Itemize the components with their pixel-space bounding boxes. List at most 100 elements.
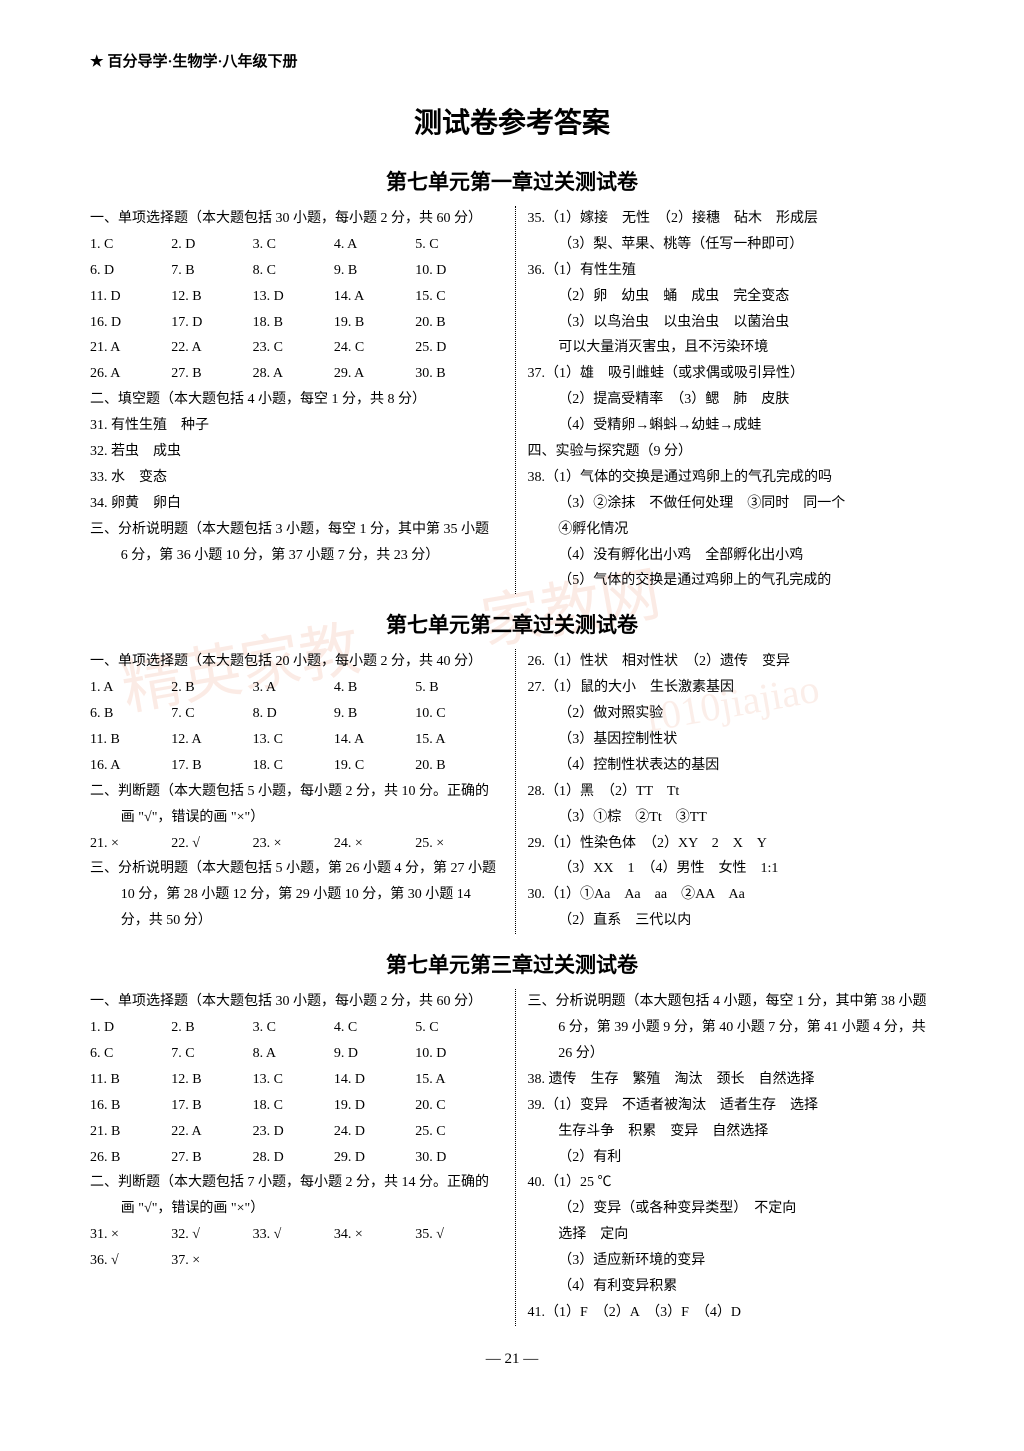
page-number: — 21 — — [90, 1351, 934, 1368]
answer-cell: 28. D — [253, 1145, 334, 1171]
answer-line: （2）做对照实验 — [528, 701, 935, 727]
star-icon: ★ — [90, 54, 103, 70]
answer-line: （2）直系 三代以内 — [528, 908, 935, 934]
answer-line: 30.（1）①Aa Aa aa ②AA Aa — [528, 882, 935, 908]
answer-cell: 16. A — [90, 753, 171, 779]
test2-right-col: 26.（1）性状 相对性状 （2）遗传 变异 27.（1）鼠的大小 生长激素基因… — [515, 649, 935, 934]
answer-cell: 34. × — [334, 1222, 415, 1248]
test1-left-col: 一、单项选择题（本大题包括 30 小题，每小题 2 分，共 60 分） 1. C… — [90, 206, 497, 594]
main-title: 测试卷参考答案 — [90, 101, 934, 141]
answer-line: （3）适应新环境的变异 — [528, 1248, 935, 1274]
answer-cell: 4. B — [334, 675, 415, 701]
part-heading: 二、判断题（本大题包括 7 小题，每小题 2 分，共 14 分。正确的画 "√"… — [90, 1170, 497, 1222]
answer-cell: 27. B — [171, 361, 252, 387]
answer-cell: 36. √ — [90, 1248, 171, 1274]
part-heading: 一、单项选择题（本大题包括 30 小题，每小题 2 分，共 60 分） — [90, 989, 497, 1015]
answer-cell: 16. B — [90, 1093, 171, 1119]
answer-cell: 30. D — [415, 1145, 496, 1171]
answer-cell: 13. C — [253, 727, 334, 753]
answer-cell: 6. C — [90, 1041, 171, 1067]
answer-cell: 14. A — [334, 284, 415, 310]
answer-cell: 3. C — [253, 1015, 334, 1041]
answer-cell: 35. √ — [415, 1222, 496, 1248]
answer-line: 31. 有性生殖 种子 — [90, 413, 497, 439]
answer-cell: 18. B — [253, 310, 334, 336]
answer-cell: 1. A — [90, 675, 171, 701]
answer-cell: 9. B — [334, 258, 415, 284]
answer-cell: 8. A — [253, 1041, 334, 1067]
part-heading: 四、实验与探究题（9 分） — [528, 439, 935, 465]
answer-line: （4）有利变异积累 — [528, 1274, 935, 1300]
part-heading: 三、分析说明题（本大题包括 3 小题，每空 1 分，其中第 35 小题 6 分，… — [90, 517, 497, 569]
part-heading: 二、判断题（本大题包括 5 小题，每小题 2 分，共 10 分。正确的画 "√"… — [90, 779, 497, 831]
answer-line: 可以大量消灭害虫，且不污染环境 — [528, 335, 935, 361]
answer-cell: 17. B — [171, 753, 252, 779]
answer-cell: 23. × — [253, 831, 334, 857]
part-heading: 三、分析说明题（本大题包括 5 小题，第 26 小题 4 分，第 27 小题 1… — [90, 856, 497, 934]
answer-line: 40.（1）25 ℃ — [528, 1170, 935, 1196]
answer-cell: 11. B — [90, 1067, 171, 1093]
header-text: 百分导学·生物学·八年级下册 — [107, 54, 297, 70]
answer-cell: 6. B — [90, 701, 171, 727]
answer-cell: 15. A — [415, 727, 496, 753]
answer-cell: 5. C — [415, 1015, 496, 1041]
answer-cell: 15. C — [415, 284, 496, 310]
part-heading: 一、单项选择题（本大题包括 20 小题，每小题 2 分，共 40 分） — [90, 649, 497, 675]
answer-cell: 24. D — [334, 1119, 415, 1145]
answer-cell: 7. C — [171, 1041, 252, 1067]
answer-line: 29.（1）性染色体 （2）XY 2 X Y — [528, 831, 935, 857]
part-heading: 二、填空题（本大题包括 4 小题，每空 1 分，共 8 分） — [90, 387, 497, 413]
answer-cell: 3. C — [253, 232, 334, 258]
answer-cell: 7. C — [171, 701, 252, 727]
answer-cell: 5. C — [415, 232, 496, 258]
answer-line: （2）卵 幼虫 蛹 成虫 完全变态 — [528, 284, 935, 310]
answer-cell: 3. A — [253, 675, 334, 701]
answer-line: （4）受精卵→蝌蚪→幼蛙→成蛙 — [528, 413, 935, 439]
answer-cell: 22. √ — [171, 831, 252, 857]
answer-cell: 6. D — [90, 258, 171, 284]
answer-cell: 19. C — [334, 753, 415, 779]
answer-line: 35.（1）嫁接 无性 （2）接穗 砧木 形成层 — [528, 206, 935, 232]
tf-answers: 31. ×32. √33. √34. ×35. √36. √37. × — [90, 1222, 497, 1274]
answer-cell: 10. D — [415, 1041, 496, 1067]
answer-line: （3）②涂抹 不做任何处理 ③同时 同一个 — [528, 491, 935, 517]
answer-line: （3）以鸟治虫 以虫治虫 以菌治虫 — [528, 310, 935, 336]
answer-line: （4）没有孵化出小鸡 全部孵化出小鸡 — [528, 543, 935, 569]
answer-line: 33. 水 变态 — [90, 465, 497, 491]
mc-answers: 1. D2. B3. C4. C5. C6. C7. C8. A9. D10. … — [90, 1015, 497, 1170]
answer-cell: 32. √ — [171, 1222, 252, 1248]
answer-cell: 10. C — [415, 701, 496, 727]
answer-cell: 12. B — [171, 1067, 252, 1093]
answer-cell: 21. A — [90, 335, 171, 361]
answer-cell: 11. B — [90, 727, 171, 753]
answer-cell: 27. B — [171, 1145, 252, 1171]
answer-line: （2）变异（或各种变异类型） 不定向 — [528, 1196, 935, 1222]
answer-line: （2）提高受精率 （3）鳃 肺 皮肤 — [528, 387, 935, 413]
answer-cell: 26. A — [90, 361, 171, 387]
answer-cell: 18. C — [253, 1093, 334, 1119]
answer-cell: 22. A — [171, 335, 252, 361]
answer-line: 41.（1）F （2）A （3）F （4）D — [528, 1300, 935, 1326]
answer-cell: 1. D — [90, 1015, 171, 1041]
answer-line: 27.（1）鼠的大小 生长激素基因 — [528, 675, 935, 701]
test3-right-col: 三、分析说明题（本大题包括 4 小题，每空 1 分，其中第 38 小题 6 分，… — [515, 989, 935, 1326]
answer-cell: 11. D — [90, 284, 171, 310]
mc-answers: 1. A2. B3. A4. B5. B6. B7. C8. D9. B10. … — [90, 675, 497, 779]
answer-cell: 19. D — [334, 1093, 415, 1119]
answer-line: 34. 卵黄 卵白 — [90, 491, 497, 517]
answer-line: （3）基因控制性状 — [528, 727, 935, 753]
answer-line: 28.（1）黑 （2）TT Tt — [528, 779, 935, 805]
answer-cell: 29. D — [334, 1145, 415, 1171]
part-heading: 三、分析说明题（本大题包括 4 小题，每空 1 分，其中第 38 小题 6 分，… — [528, 989, 935, 1067]
answer-cell: 13. C — [253, 1067, 334, 1093]
answer-cell: 23. C — [253, 335, 334, 361]
part-heading: 一、单项选择题（本大题包括 30 小题，每小题 2 分，共 60 分） — [90, 206, 497, 232]
answer-cell: 17. B — [171, 1093, 252, 1119]
answer-line: （4）控制性状表达的基因 — [528, 753, 935, 779]
answer-cell: 15. A — [415, 1067, 496, 1093]
answer-cell: 8. D — [253, 701, 334, 727]
answer-cell: 1. C — [90, 232, 171, 258]
answer-cell: 37. × — [171, 1248, 252, 1274]
tf-answers: 21. ×22. √23. ×24. ×25. × — [90, 831, 497, 857]
answer-line: （5）气体的交换是通过鸡卵上的气孔完成的 — [528, 568, 935, 594]
